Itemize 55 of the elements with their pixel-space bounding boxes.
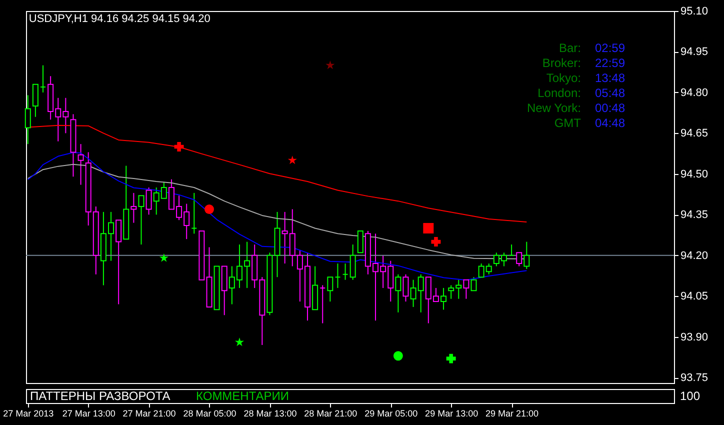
annotation: New York: bbox=[526, 101, 581, 115]
text: КОММЕНТАРИИ bbox=[196, 389, 290, 403]
annotation: Bar: bbox=[558, 41, 581, 55]
annotation: 13:48 bbox=[595, 71, 626, 85]
y-tick-label: 94.05 bbox=[680, 290, 708, 303]
y-tick-label: 93.75 bbox=[680, 372, 708, 384]
y-tick-label: 95.10 bbox=[680, 6, 708, 18]
candlestick bbox=[508, 244, 515, 256]
point bbox=[159, 253, 168, 262]
x-tick-label: 29 Mar 13:00 bbox=[425, 408, 478, 418]
y-tick-label: 94.35 bbox=[680, 209, 708, 222]
annotation: GMT bbox=[554, 116, 582, 130]
x-tick-label: 27 Mar 2013 bbox=[3, 408, 54, 418]
annotation: 00:48 bbox=[595, 101, 626, 115]
annotation: 04:48 bbox=[595, 116, 626, 130]
y-tick-label: 94.95 bbox=[680, 46, 708, 58]
point bbox=[288, 156, 297, 164]
annotation: Broker: bbox=[542, 56, 581, 70]
y-tick-label: 93.90 bbox=[680, 331, 708, 344]
annotation: Tokyo: bbox=[546, 71, 581, 85]
point bbox=[234, 338, 244, 346]
point bbox=[174, 142, 184, 152]
candlestick bbox=[191, 192, 198, 234]
annotation: 22:59 bbox=[595, 56, 626, 70]
candlestick bbox=[334, 263, 341, 288]
annotation: 02:59 bbox=[595, 41, 626, 55]
point bbox=[393, 351, 403, 361]
annotation: 05:48 bbox=[595, 86, 626, 100]
candlestick bbox=[327, 276, 334, 302]
y-tick-label: 94.20 bbox=[680, 250, 708, 262]
x-tick-label: 28 Mar 05:00 bbox=[183, 408, 236, 418]
point bbox=[326, 60, 335, 70]
y-tick-label: 94.50 bbox=[680, 168, 708, 180]
x-tick-label: 27 Mar 21:00 bbox=[122, 408, 176, 418]
x-tick-label: 27 Mar 13:00 bbox=[62, 408, 116, 418]
candlestick bbox=[78, 144, 84, 186]
y-tick-label: 94.65 bbox=[680, 128, 708, 140]
x-tick-label: 28 Mar 21:00 bbox=[304, 408, 358, 418]
candlestick bbox=[40, 64, 46, 93]
text: ПАТТЕРНЫ РАЗВОРОТА bbox=[30, 389, 170, 403]
point bbox=[446, 354, 456, 364]
annotation: London: bbox=[538, 86, 581, 100]
point bbox=[431, 237, 441, 247]
chart-title: USDJPY,H1 94.16 94.25 94.15 94.20 bbox=[28, 13, 210, 25]
candlestick bbox=[32, 84, 38, 118]
point bbox=[204, 204, 214, 214]
text: 100 bbox=[680, 389, 700, 403]
candlestick bbox=[350, 244, 356, 280]
y-tick-label: 94.80 bbox=[680, 86, 708, 99]
candlestick bbox=[320, 284, 326, 324]
x-tick-label: 29 Mar 05:00 bbox=[364, 408, 418, 418]
candlestick bbox=[342, 263, 348, 280]
x-tick-label: 28 Mar 13:00 bbox=[244, 408, 297, 418]
x-tick-label: 29 Mar 21:00 bbox=[486, 408, 539, 418]
point bbox=[423, 222, 434, 234]
